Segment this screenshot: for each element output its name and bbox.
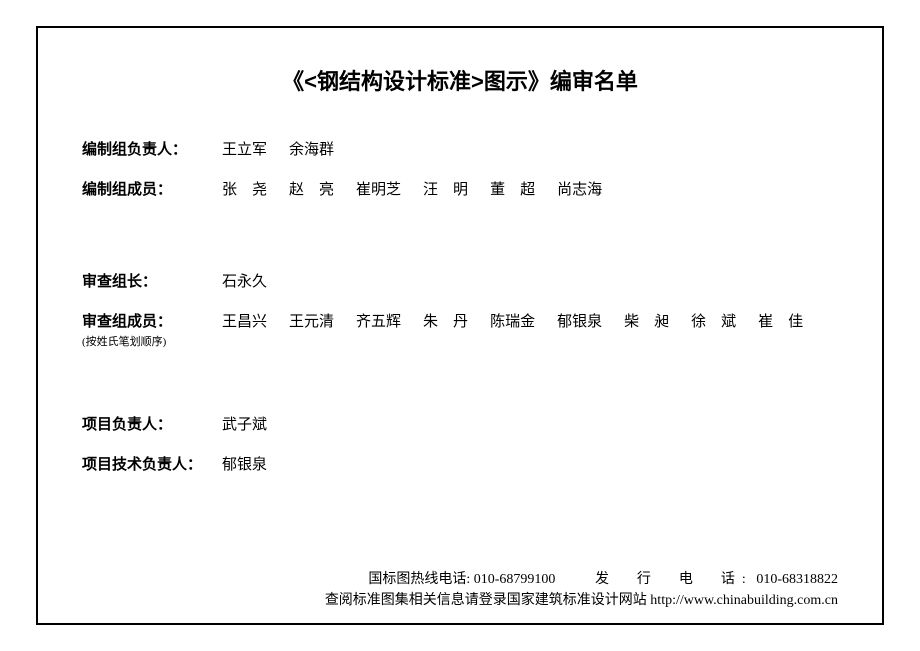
dist-label: 发 行 电 话: (595, 572, 753, 587)
names-editor-members: 张 尧赵 亮崔明芝汪 明董 超尚志海 (222, 178, 838, 202)
person-name: 陈瑞金 (490, 310, 535, 334)
person-name: 汪 明 (423, 178, 468, 202)
person-name: 尚志海 (557, 178, 602, 202)
person-name: 王立军 (222, 138, 267, 162)
names-review-lead: 石永久 (222, 270, 838, 294)
person-name: 石永久 (222, 270, 267, 294)
label-editor-members: 编制组成员： (82, 178, 222, 199)
row-review-members: 审查组成员： (按姓氏笔划顺序) 王昌兴王元清齐五辉朱 丹陈瑞金郁银泉柴 昶徐 … (82, 310, 838, 349)
label-project-lead: 项目负责人： (82, 413, 222, 434)
names-project-lead: 武子斌 (222, 413, 838, 437)
person-name: 赵 亮 (289, 178, 334, 202)
label-review-lead: 审查组长： (82, 270, 222, 291)
names-review-members: 王昌兴王元清齐五辉朱 丹陈瑞金郁银泉柴 昶徐 斌崔 佳 (222, 310, 838, 334)
person-name: 郁银泉 (557, 310, 602, 334)
document-frame: 《<钢结构设计标准>图示》编审名单 编制组负责人： 王立军余海群 编制组成员： … (36, 26, 884, 625)
person-name: 余海群 (289, 138, 334, 162)
row-editor-members: 编制组成员： 张 尧赵 亮崔明芝汪 明董 超尚志海 (82, 178, 838, 202)
person-name: 董 超 (490, 178, 535, 202)
hotline-label: 国标图热线电话: (368, 572, 470, 587)
person-name: 王昌兴 (222, 310, 267, 334)
person-name: 崔 佳 (758, 310, 803, 334)
label-editor-lead: 编制组负责人： (82, 138, 222, 159)
row-review-lead: 审查组长： 石永久 (82, 270, 838, 294)
row-project-lead: 项目负责人： 武子斌 (82, 413, 838, 437)
person-name: 郁银泉 (222, 453, 267, 477)
footer-line1: 国标图热线电话: 010-68799100 发 行 电 话: 010-68318… (82, 569, 838, 590)
document-title: 《<钢结构设计标准>图示》编审名单 (82, 64, 838, 96)
person-name: 齐五辉 (356, 310, 401, 334)
label-review-members: 审查组成员： (82, 310, 222, 331)
person-name: 朱 丹 (423, 310, 468, 334)
footer: 国标图热线电话: 010-68799100 发 行 电 话: 010-68318… (82, 569, 838, 611)
person-name: 柴 昶 (624, 310, 669, 334)
names-tech-lead: 郁银泉 (222, 453, 838, 477)
label-tech-lead: 项目技术负责人： (82, 453, 222, 474)
hotline-num: 010-68799100 (474, 572, 556, 587)
row-tech-lead: 项目技术负责人： 郁银泉 (82, 453, 838, 477)
person-name: 崔明芝 (356, 178, 401, 202)
names-editor-lead: 王立军余海群 (222, 138, 838, 162)
dist-num: 010-68318822 (756, 572, 838, 587)
person-name: 张 尧 (222, 178, 267, 202)
person-name: 王元清 (289, 310, 334, 334)
sublabel-review-members: (按姓氏笔划顺序) (82, 333, 222, 349)
person-name: 徐 斌 (691, 310, 736, 334)
person-name: 武子斌 (222, 413, 267, 437)
footer-line2: 查阅标准图集相关信息请登录国家建筑标准设计网站 http://www.china… (82, 590, 838, 611)
row-editor-lead: 编制组负责人： 王立军余海群 (82, 138, 838, 162)
